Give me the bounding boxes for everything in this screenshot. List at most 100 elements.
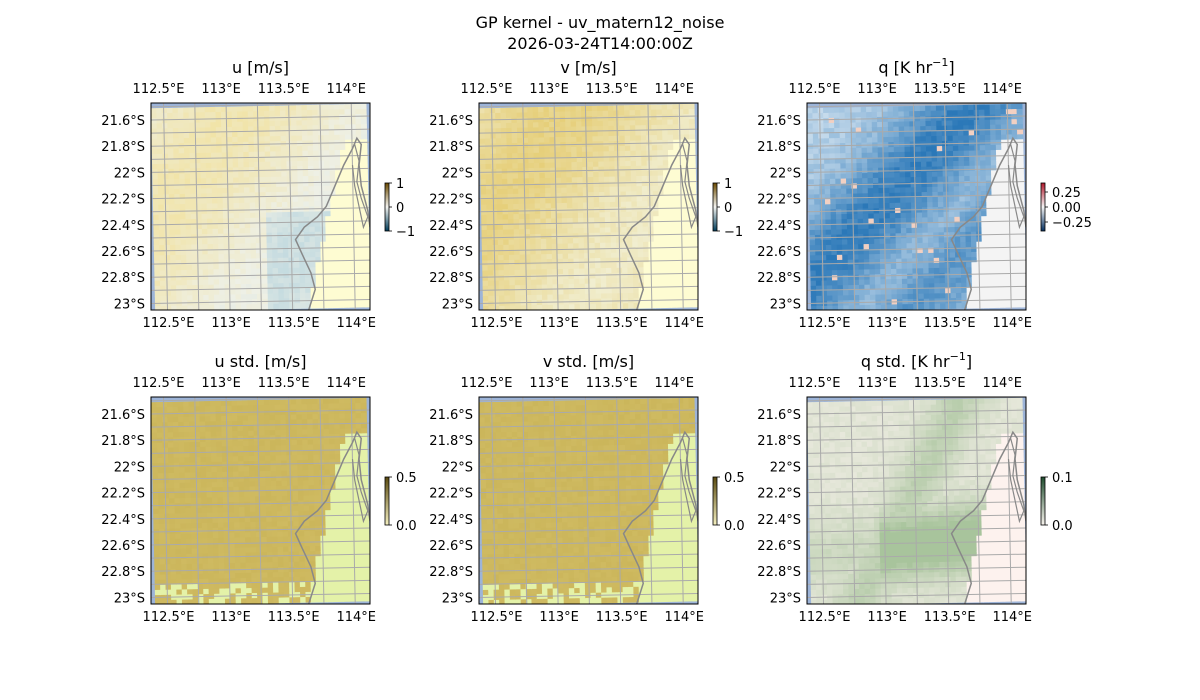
field-cell — [1003, 251, 1010, 258]
field-cell — [937, 176, 944, 183]
field-cell — [846, 224, 854, 230]
field-cell — [211, 162, 218, 169]
field-cell — [839, 132, 846, 139]
field-cell — [531, 294, 538, 301]
field-cell — [645, 104, 652, 111]
field-cell — [1013, 215, 1020, 222]
field-cell — [960, 252, 967, 258]
field-cell — [607, 110, 615, 117]
field-cell — [229, 263, 236, 270]
field-cell — [976, 251, 983, 258]
field-cell — [657, 150, 664, 156]
field-cell — [157, 174, 164, 180]
field-cell — [189, 173, 196, 180]
field-cell — [930, 125, 938, 132]
field-cell — [556, 202, 563, 209]
field-cell — [980, 170, 987, 177]
field-cell — [233, 177, 240, 184]
field-cell — [985, 145, 992, 151]
field-cell — [668, 175, 675, 182]
field-cell — [857, 193, 864, 200]
field-cell — [257, 303, 264, 310]
field-cell — [232, 131, 239, 138]
field-cell — [858, 244, 865, 250]
field-cell — [917, 242, 924, 249]
field-cell — [993, 286, 1000, 293]
field-cell — [296, 145, 303, 152]
field-cell — [567, 238, 574, 245]
field-cell — [645, 124, 653, 131]
field-cell — [183, 112, 190, 119]
field-cell — [259, 176, 266, 183]
field-cell — [205, 162, 212, 169]
field-cell — [861, 162, 868, 169]
field-cell — [895, 228, 902, 234]
field-cell — [264, 126, 271, 132]
field-cell — [959, 186, 966, 192]
field-cell — [261, 237, 268, 244]
field-cell — [985, 160, 992, 167]
field-cell — [536, 274, 543, 281]
field-cell — [304, 236, 311, 243]
field-cell — [976, 261, 983, 268]
field-cell — [579, 268, 586, 275]
field-cell — [914, 110, 921, 117]
field-cell — [546, 253, 553, 260]
field-cell — [487, 239, 494, 246]
field-cell — [347, 236, 354, 242]
field-cell — [518, 203, 525, 210]
field-cell — [893, 131, 900, 138]
field-cell — [595, 293, 602, 300]
field-cell — [228, 202, 235, 209]
figure-title-line2: 2026-03-24T14:00:00Z — [507, 34, 693, 53]
parallel-line — [807, 141, 1026, 147]
field-cell — [345, 170, 352, 176]
field-cell — [213, 294, 221, 301]
field-cell — [621, 252, 628, 259]
field-cell — [654, 271, 661, 278]
field-cell — [938, 206, 945, 213]
field-cell — [572, 192, 579, 199]
field-cell — [914, 116, 921, 122]
field-cell — [333, 119, 341, 126]
field-cell — [572, 217, 579, 224]
field-cell — [265, 186, 272, 193]
field-cell — [632, 252, 639, 258]
field-cell — [917, 273, 924, 280]
field-cell — [216, 157, 223, 164]
field-cell — [306, 109, 313, 116]
field-cell — [589, 273, 596, 280]
field-cell — [336, 256, 343, 263]
field-cell — [845, 132, 852, 139]
field-cell — [504, 295, 511, 302]
field-cell — [635, 135, 642, 142]
field-cell — [238, 192, 245, 199]
field-cell — [325, 241, 332, 248]
field-cell — [519, 264, 526, 271]
field-cell — [677, 109, 684, 115]
field-cell — [560, 167, 567, 174]
field-cell — [860, 112, 867, 118]
field-cell — [594, 217, 601, 224]
field-cell — [821, 280, 828, 287]
field-cell — [549, 147, 556, 154]
field-cell — [931, 130, 938, 137]
field-cell — [901, 253, 908, 260]
field-cell — [611, 272, 618, 279]
field-cell — [361, 149, 368, 156]
field-cell — [344, 109, 351, 115]
field-cell — [216, 162, 223, 169]
field-cell — [686, 256, 693, 262]
field-cell — [631, 186, 638, 192]
field-cell — [270, 171, 277, 178]
field-cell — [906, 258, 913, 265]
field-cell — [602, 105, 609, 112]
field-cell — [888, 152, 895, 158]
field-cell — [842, 254, 849, 261]
field-cell — [570, 121, 577, 128]
field-cell — [641, 160, 648, 167]
field-cell — [869, 279, 876, 286]
field-cell — [907, 288, 914, 295]
field-cell — [836, 229, 843, 236]
